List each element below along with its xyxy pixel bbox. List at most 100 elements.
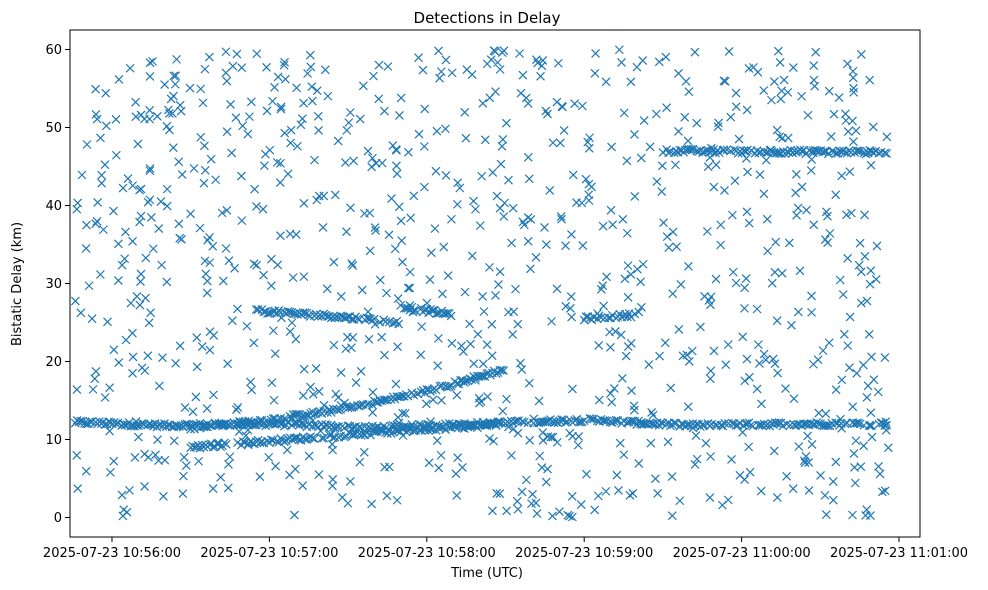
- data-point: [348, 332, 358, 342]
- data-point: [498, 135, 508, 144]
- data-point: [619, 108, 629, 118]
- data-point: [467, 251, 477, 261]
- data-point: [118, 183, 128, 193]
- data-point: [306, 62, 316, 72]
- data-point: [286, 125, 296, 135]
- data-point: [232, 49, 242, 59]
- data-point: [743, 167, 752, 177]
- x-tick-label: 2025-07-23 10:58:00: [358, 546, 496, 561]
- data-point: [713, 122, 723, 132]
- data-point: [622, 156, 632, 166]
- data-point: [431, 309, 441, 319]
- data-point: [111, 150, 121, 160]
- data-point: [839, 329, 849, 339]
- data-point: [205, 440, 215, 450]
- x-tick-label: 2025-07-23 10:59:00: [515, 546, 653, 561]
- data-point: [482, 340, 492, 350]
- data-point: [246, 97, 256, 107]
- data-point: [497, 418, 507, 428]
- data-point: [593, 309, 602, 318]
- data-point: [454, 422, 464, 432]
- data-point: [824, 338, 834, 348]
- data-point: [538, 436, 548, 445]
- data-point: [397, 236, 407, 246]
- data-point: [604, 313, 613, 323]
- data-point: [851, 418, 861, 428]
- data-point: [572, 198, 581, 208]
- data-point: [105, 467, 115, 477]
- data-point: [227, 316, 237, 326]
- data-point: [191, 392, 201, 402]
- data-point: [153, 435, 162, 445]
- data-point: [285, 229, 295, 239]
- data-point: [744, 372, 754, 382]
- data-point: [639, 116, 649, 125]
- data-point: [439, 242, 449, 252]
- data-point: [145, 166, 155, 176]
- data-point: [168, 108, 177, 118]
- data-point: [705, 493, 715, 503]
- data-point: [740, 475, 750, 484]
- data-point: [252, 260, 262, 270]
- data-point: [730, 176, 740, 186]
- data-point: [380, 106, 389, 116]
- data-point: [441, 425, 450, 435]
- data-point: [574, 417, 584, 427]
- data-point: [669, 418, 679, 428]
- data-point: [97, 170, 107, 180]
- data-point: [306, 382, 315, 392]
- data-point: [247, 385, 257, 395]
- data-point: [111, 114, 121, 124]
- data-point: [91, 219, 101, 229]
- data-point: [852, 146, 861, 156]
- data-point: [305, 50, 315, 60]
- data-point: [508, 329, 518, 339]
- data-point: [856, 267, 866, 277]
- data-point: [498, 406, 508, 416]
- data-point: [700, 291, 709, 301]
- x-tick-label: 2025-07-23 10:56:00: [43, 546, 181, 561]
- data-point: [275, 231, 285, 241]
- data-point: [317, 433, 327, 443]
- data-point: [144, 318, 154, 328]
- data-point: [136, 277, 145, 286]
- data-point: [299, 364, 309, 374]
- data-point: [423, 419, 433, 429]
- data-point: [488, 167, 498, 177]
- data-point: [723, 340, 733, 350]
- data-point: [201, 269, 211, 279]
- data-point: [513, 504, 523, 514]
- data-point: [636, 153, 646, 163]
- data-point: [172, 54, 182, 64]
- data-point: [82, 220, 91, 230]
- data-point: [432, 436, 442, 446]
- data-point: [537, 463, 547, 473]
- data-point: [447, 338, 457, 348]
- data-point: [390, 244, 400, 254]
- data-point: [841, 116, 851, 125]
- data-point: [136, 110, 146, 120]
- data-point: [340, 158, 350, 168]
- data-point: [541, 106, 551, 116]
- data-point: [485, 93, 495, 103]
- data-point: [383, 395, 392, 405]
- data-point: [206, 154, 216, 164]
- data-point: [511, 284, 520, 294]
- data-point: [343, 421, 353, 431]
- data-point: [493, 418, 503, 428]
- data-point: [734, 134, 744, 144]
- data-point: [471, 204, 480, 214]
- data-point: [855, 238, 865, 248]
- data-point: [158, 491, 168, 501]
- data-point: [305, 312, 315, 321]
- data-point: [541, 240, 551, 250]
- data-point: [763, 246, 773, 256]
- data-point: [231, 419, 241, 429]
- data-point: [169, 91, 178, 101]
- data-point: [336, 292, 346, 301]
- data-point: [753, 340, 763, 350]
- data-point: [461, 421, 471, 431]
- data-point: [828, 477, 838, 486]
- data-point: [349, 156, 358, 166]
- data-point: [298, 481, 308, 491]
